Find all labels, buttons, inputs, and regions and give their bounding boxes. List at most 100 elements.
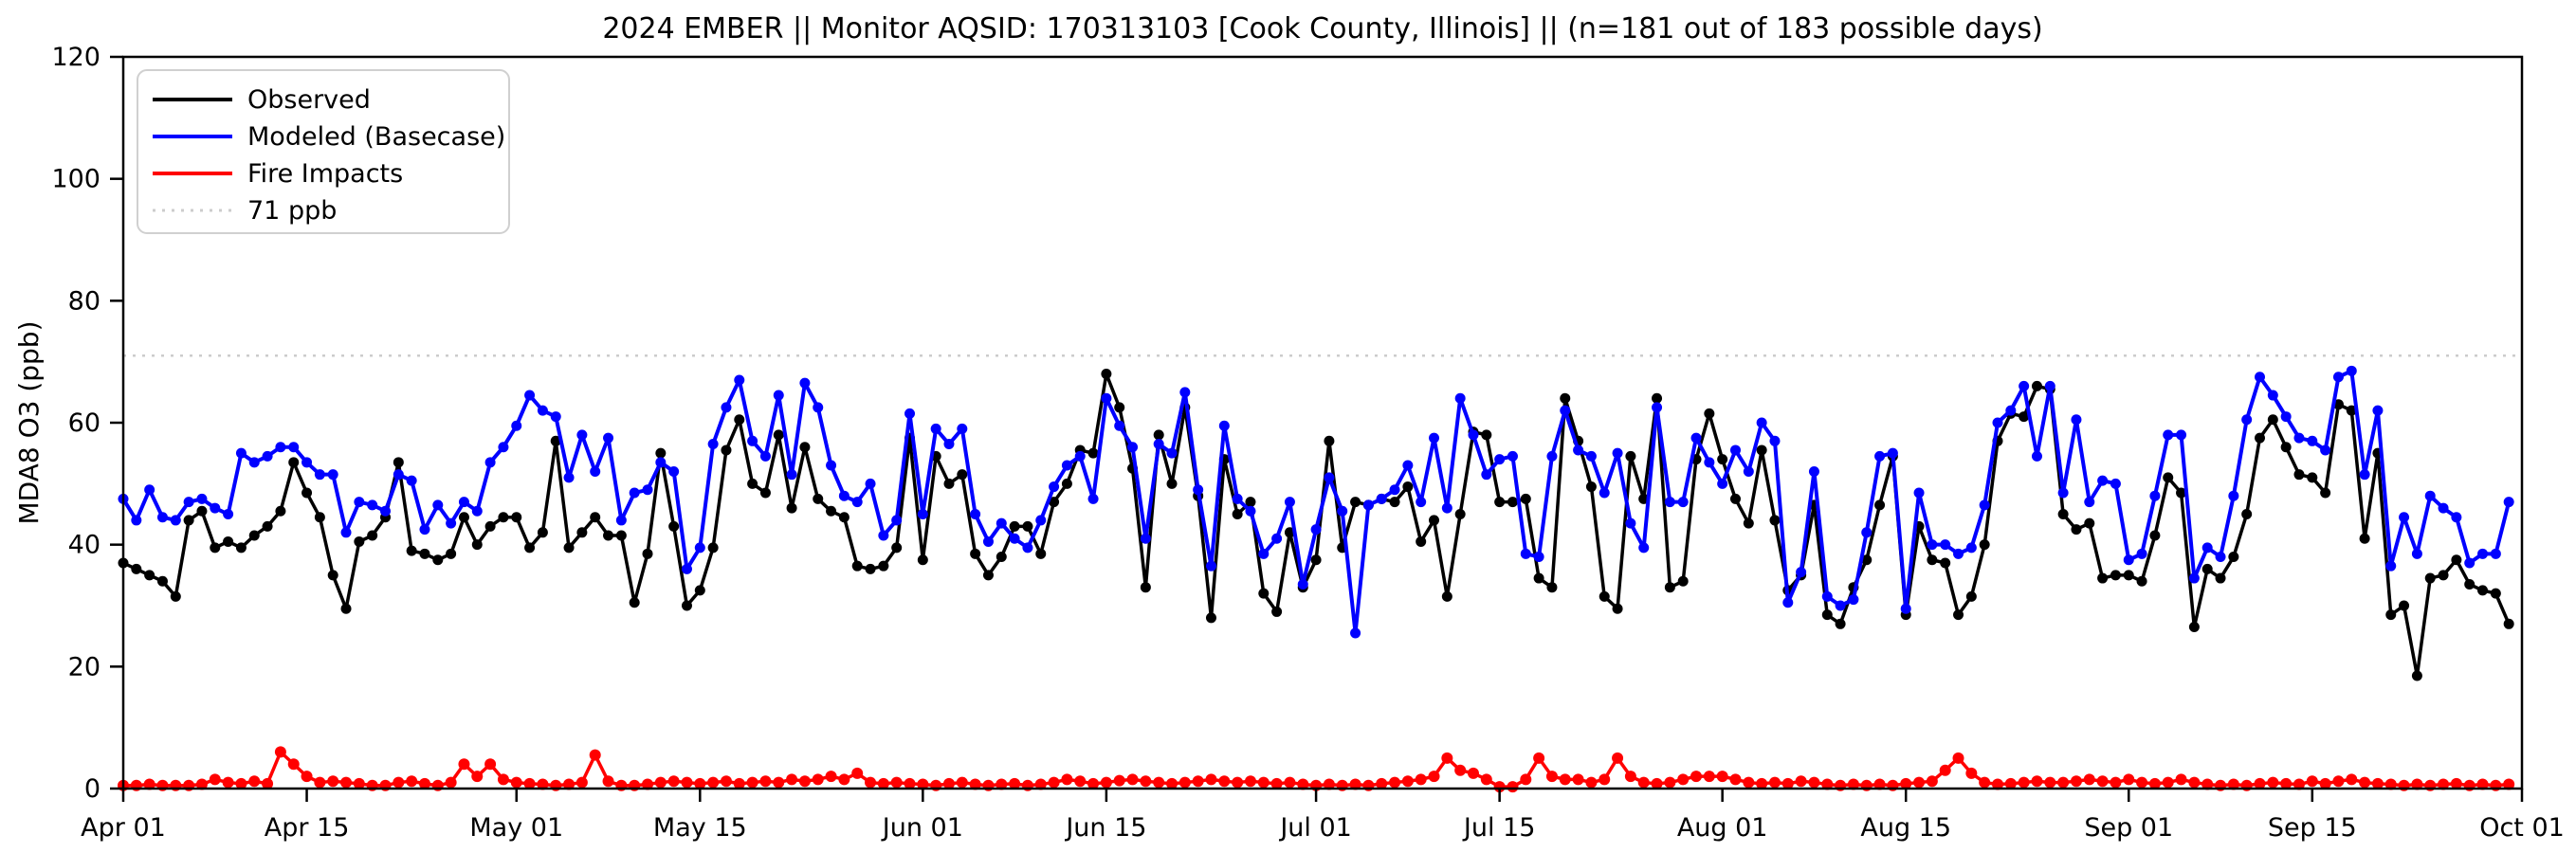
data-point — [1205, 560, 1216, 572]
legend-label-modeled-basecase-: Modeled (Basecase) — [247, 122, 505, 152]
data-point — [2254, 372, 2265, 383]
data-point — [943, 439, 955, 450]
data-point — [170, 515, 181, 526]
data-point — [694, 777, 706, 789]
data-point — [891, 515, 903, 526]
data-point — [2097, 572, 2109, 584]
data-point — [1769, 435, 1781, 446]
data-point — [131, 515, 142, 526]
data-point — [1324, 435, 1335, 446]
data-point — [2201, 778, 2214, 790]
data-point — [1467, 767, 1479, 779]
data-point — [418, 777, 430, 789]
data-point — [970, 509, 981, 519]
data-point — [537, 405, 548, 416]
data-point — [759, 487, 771, 499]
data-point — [1349, 778, 1361, 790]
data-point — [1991, 778, 2003, 790]
data-point — [720, 775, 732, 788]
data-point — [1022, 542, 1033, 554]
data-point — [629, 487, 640, 499]
data-point — [510, 776, 522, 789]
data-point — [2319, 777, 2331, 789]
data-point — [2424, 490, 2436, 501]
data-point — [511, 420, 522, 431]
data-point — [759, 450, 771, 462]
data-point — [1704, 457, 1715, 468]
data-point — [746, 776, 758, 789]
data-point — [1743, 465, 1754, 477]
data-point — [1533, 752, 1545, 764]
legend-label-observed: Observed — [247, 85, 371, 115]
data-point — [2476, 778, 2489, 790]
data-point — [799, 377, 811, 389]
data-point — [970, 548, 981, 559]
data-point — [2254, 777, 2266, 789]
data-point — [1979, 776, 1991, 789]
data-point — [354, 497, 365, 508]
y-tick-label: 40 — [68, 531, 100, 560]
data-point — [2399, 512, 2410, 523]
data-point — [982, 570, 994, 581]
data-point — [2215, 552, 2226, 563]
data-point — [1585, 776, 1598, 789]
data-point — [2031, 775, 2043, 788]
data-point — [2176, 429, 2187, 441]
data-point — [1952, 752, 1964, 764]
data-point — [1441, 752, 1453, 764]
y-tick-label: 60 — [68, 408, 100, 438]
data-point — [865, 478, 876, 489]
data-point — [1717, 478, 1728, 489]
data-point — [471, 771, 484, 783]
data-point — [1087, 493, 1099, 504]
data-point — [1126, 773, 1139, 786]
data-point — [2254, 432, 2265, 444]
data-point — [1035, 515, 1047, 526]
data-point — [2163, 472, 2174, 483]
data-point — [1533, 552, 1544, 563]
data-point — [2359, 469, 2370, 481]
data-point — [2399, 600, 2410, 611]
data-point — [143, 778, 155, 790]
data-point — [511, 512, 522, 523]
data-point — [1048, 776, 1060, 789]
data-point — [890, 776, 903, 789]
data-point — [2280, 777, 2293, 789]
data-point — [458, 497, 469, 508]
data-point — [223, 535, 234, 547]
data-point — [786, 469, 797, 481]
data-point — [1114, 420, 1125, 431]
data-point — [288, 442, 300, 453]
data-point — [851, 497, 863, 508]
data-point — [2411, 670, 2422, 681]
data-point — [1507, 781, 1519, 793]
data-point — [2411, 548, 2422, 559]
data-point — [1664, 776, 1676, 789]
data-point — [877, 777, 889, 789]
data-point — [1599, 487, 1610, 499]
data-point — [248, 457, 260, 468]
data-point — [1913, 776, 1926, 789]
data-point — [1232, 493, 1243, 504]
data-point — [314, 469, 325, 481]
data-point — [1297, 578, 1308, 590]
data-point — [2044, 380, 2055, 391]
data-point — [1821, 778, 1834, 790]
data-point — [393, 776, 405, 789]
data-point — [2332, 372, 2344, 383]
data-point — [209, 773, 221, 786]
data-point — [1652, 392, 1663, 404]
x-tick-label: Apr 15 — [265, 813, 350, 843]
data-point — [2018, 776, 2030, 789]
y-tick-label: 80 — [68, 286, 100, 316]
data-point — [2477, 548, 2489, 559]
data-point — [2346, 365, 2357, 376]
data-point — [1140, 582, 1151, 593]
x-tick-label: Sep 01 — [2084, 813, 2173, 843]
data-point — [1428, 771, 1440, 783]
data-point — [1389, 497, 1400, 508]
data-point — [446, 517, 457, 529]
data-point — [1153, 429, 1164, 441]
data-point — [603, 432, 614, 444]
x-tick-label: Sep 15 — [2268, 813, 2357, 843]
